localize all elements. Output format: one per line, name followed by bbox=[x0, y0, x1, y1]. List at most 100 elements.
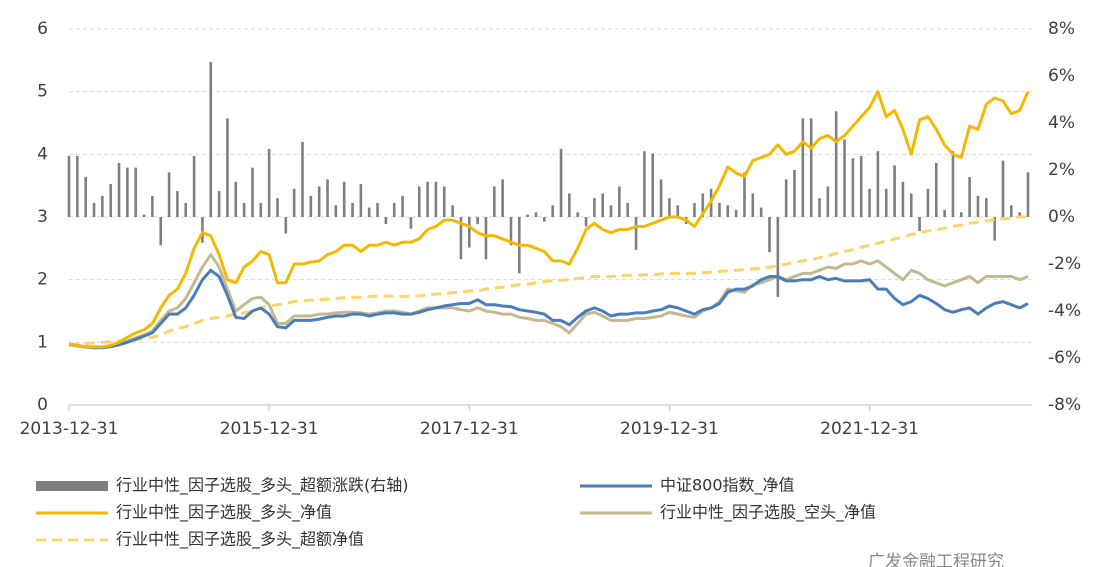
bar bbox=[843, 139, 846, 217]
bar bbox=[84, 177, 87, 217]
bar bbox=[351, 202, 354, 217]
bar bbox=[793, 170, 796, 217]
bar bbox=[167, 172, 171, 217]
x-tick-label: 2017-12-31 bbox=[420, 419, 519, 439]
bar bbox=[976, 195, 980, 217]
bar bbox=[918, 217, 921, 232]
y-tick-label: 3 bbox=[37, 207, 48, 227]
bar bbox=[409, 217, 413, 229]
legend-label: 行业中性_因子选股_空头_净值 bbox=[660, 503, 876, 523]
bar bbox=[985, 198, 988, 217]
bar bbox=[109, 184, 112, 217]
bar bbox=[559, 148, 563, 217]
legend-label: 行业中性_因子选股_多头_净值 bbox=[116, 503, 332, 523]
bar bbox=[934, 162, 938, 217]
bar bbox=[943, 209, 946, 217]
bar bbox=[442, 186, 446, 217]
bar bbox=[301, 141, 304, 217]
bar bbox=[467, 217, 471, 248]
bar bbox=[668, 198, 671, 217]
bar bbox=[801, 118, 805, 217]
bar bbox=[201, 217, 204, 243]
bar bbox=[834, 111, 838, 217]
bar bbox=[876, 151, 880, 217]
bar bbox=[884, 188, 888, 217]
bar bbox=[859, 155, 863, 217]
bar bbox=[192, 155, 196, 217]
bar bbox=[484, 217, 488, 260]
bar bbox=[359, 184, 363, 217]
bar bbox=[259, 202, 263, 217]
bar bbox=[317, 186, 321, 217]
bar bbox=[701, 193, 705, 217]
bar bbox=[367, 207, 371, 217]
bar bbox=[101, 195, 104, 217]
bar bbox=[326, 179, 329, 217]
bar bbox=[1026, 172, 1030, 217]
bar bbox=[526, 214, 529, 217]
bar bbox=[551, 205, 554, 217]
bar bbox=[509, 217, 513, 246]
bar bbox=[217, 191, 221, 217]
bar bbox=[743, 172, 746, 217]
bar bbox=[784, 179, 788, 217]
bar bbox=[568, 193, 571, 217]
bar bbox=[651, 153, 655, 217]
x-tick-label: 2019-12-31 bbox=[620, 419, 719, 439]
bar bbox=[584, 217, 588, 227]
legend-label: 行业中性_因子选股_多头_超额涨跌(右轴) bbox=[116, 476, 409, 496]
bar bbox=[768, 217, 771, 253]
bar bbox=[718, 202, 721, 217]
bar bbox=[951, 151, 955, 217]
bar bbox=[276, 198, 279, 217]
bar bbox=[601, 193, 605, 217]
bar bbox=[251, 167, 254, 217]
bar bbox=[451, 205, 454, 217]
bar bbox=[459, 217, 463, 260]
bar bbox=[67, 155, 71, 217]
y-tick-label: 6 bbox=[37, 19, 48, 39]
bar bbox=[543, 217, 546, 222]
x-tick-label: 2015-12-31 bbox=[220, 419, 319, 439]
legend-label: 中证800指数_净值 bbox=[660, 476, 795, 496]
bar bbox=[751, 193, 755, 217]
bar bbox=[184, 202, 188, 217]
bar bbox=[76, 155, 79, 217]
bar bbox=[818, 198, 821, 217]
y-tick-label: 5 bbox=[37, 82, 48, 102]
line bbox=[68, 215, 1028, 347]
bar bbox=[643, 151, 646, 217]
y-tick-label: 1 bbox=[37, 332, 48, 352]
line bbox=[68, 268, 1029, 349]
bar bbox=[242, 202, 246, 217]
bar bbox=[1010, 205, 1013, 217]
y2-tick-label: 0% bbox=[1048, 207, 1075, 227]
bar bbox=[659, 179, 663, 217]
y-tick-label: 4 bbox=[37, 144, 48, 164]
bar bbox=[968, 177, 971, 217]
bar bbox=[1001, 160, 1005, 217]
bar bbox=[142, 214, 146, 217]
bar bbox=[226, 118, 229, 217]
bar bbox=[759, 207, 763, 217]
bar bbox=[159, 217, 163, 246]
line bbox=[68, 253, 1029, 350]
bar bbox=[593, 198, 596, 217]
x-tick-label: 2021-12-31 bbox=[820, 419, 919, 439]
bar bbox=[392, 202, 396, 217]
bar bbox=[284, 217, 288, 234]
watermark: 广发金融工程研究 bbox=[868, 552, 1004, 567]
bar bbox=[676, 205, 680, 217]
bar bbox=[851, 158, 855, 217]
y2-tick-label: -4% bbox=[1048, 301, 1081, 321]
bar bbox=[92, 202, 96, 217]
y2-tick-label: -8% bbox=[1048, 395, 1081, 415]
legend-label: 行业中性_因子选股_多头_超额净值 bbox=[116, 530, 364, 550]
bar bbox=[267, 148, 271, 217]
bar bbox=[926, 188, 930, 217]
bar bbox=[726, 205, 730, 217]
y-tick-label: 2 bbox=[37, 270, 48, 290]
y2-tick-label: 8% bbox=[1048, 19, 1075, 39]
y2-tick-label: 4% bbox=[1048, 113, 1075, 133]
